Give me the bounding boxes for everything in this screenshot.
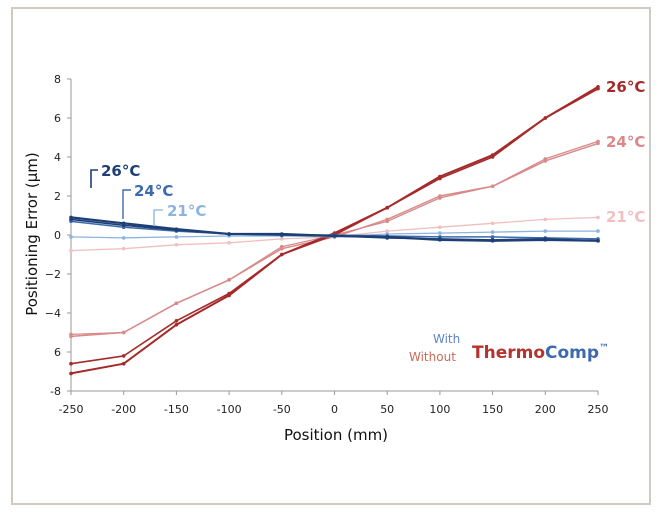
data-point: [543, 217, 548, 222]
data-point: [121, 330, 126, 335]
data-point: [174, 235, 179, 239]
data-point: [438, 225, 442, 229]
data-point: [596, 86, 600, 91]
data-point: [121, 361, 126, 366]
data-point: [174, 322, 179, 327]
data-point: [385, 205, 390, 210]
data-point: [438, 176, 442, 181]
legend: With Without ThermoComp™: [409, 332, 609, 364]
legend-brand-thermo: Thermo: [472, 343, 545, 363]
data-point: [69, 332, 73, 337]
data-point: [596, 215, 600, 220]
data-point: [543, 238, 548, 242]
data-point: [69, 215, 73, 220]
x-axis-label: Position (mm): [284, 426, 388, 444]
y-tick-label: −4: [45, 307, 61, 320]
x-tick-label: -200: [111, 403, 136, 416]
data-point: [280, 232, 284, 236]
data-point: [385, 235, 390, 239]
axes: [67, 78, 599, 395]
legend-with: With: [433, 332, 460, 346]
data-point: [121, 221, 126, 226]
data-point: [490, 221, 495, 226]
data-point: [543, 116, 548, 120]
legend-without: Without: [409, 350, 456, 364]
data-point: [174, 242, 179, 247]
data-point: [490, 230, 495, 234]
data-point: [490, 184, 495, 189]
data-point: [69, 235, 73, 239]
tick-labels: 8 6 4 2 0 −2 −4 6 -8 -250 -200 -150 -100 -50 0 50 100 150…: [45, 73, 609, 416]
x-tick-label: 250: [588, 403, 609, 416]
temp-label-without-26: 26°C: [606, 78, 645, 96]
data-point: [280, 252, 284, 257]
data-point: [69, 371, 73, 376]
temp-label-with-21: 21°C: [167, 202, 206, 220]
y-axis-label: Positioning Error (μm): [23, 152, 41, 316]
x-tick-label: 150: [482, 403, 503, 416]
data-point: [227, 278, 231, 282]
data-point: [121, 236, 126, 240]
y-tick-label: 6: [54, 346, 61, 359]
data-point: [490, 235, 495, 239]
data-point: [438, 238, 442, 242]
data-point: [121, 354, 126, 358]
x-tick-label: -50: [273, 403, 291, 416]
temp-label-with-26: 26°C: [101, 162, 140, 180]
data-point: [385, 229, 390, 233]
data-point: [490, 155, 495, 159]
x-tick-label: 50: [380, 403, 394, 416]
y-tick-label: 2: [54, 190, 61, 203]
y-tick-label: −2: [45, 268, 61, 281]
y-tick-label: -8: [50, 385, 61, 398]
data-point: [174, 301, 179, 306]
legend-brand-tm: ™: [599, 343, 609, 354]
temp-label-group-with: 26°C 24°C 21°C: [90, 162, 206, 226]
data-point: [174, 319, 179, 323]
data-point: [543, 157, 548, 161]
y-tick-label: 8: [54, 73, 61, 86]
data-point: [280, 237, 284, 241]
data-point: [438, 231, 442, 235]
series-lines: [69, 85, 600, 376]
data-point: [385, 219, 390, 224]
x-tick-label: 0: [331, 403, 338, 416]
data-point: [596, 229, 600, 233]
data-point: [332, 234, 337, 238]
data-point: [69, 361, 73, 366]
data-point: [280, 244, 284, 249]
y-tick-label: 0: [54, 229, 61, 242]
data-point: [543, 229, 548, 233]
temp-label-without-21: 21°C: [606, 208, 645, 226]
data-point: [438, 196, 442, 200]
chart-frame: [11, 7, 651, 505]
series-line-without-26C-4: [70, 85, 599, 375]
y-tick-label: 6: [54, 112, 61, 125]
x-tick-label: 100: [429, 403, 450, 416]
data-point: [596, 139, 600, 144]
data-point: [227, 241, 231, 245]
x-tick-label: -100: [217, 403, 242, 416]
x-tick-label: -150: [164, 403, 189, 416]
data-point: [121, 246, 126, 251]
x-tick-label: 200: [535, 403, 556, 416]
x-tick-label: -250: [59, 403, 84, 416]
leader-24-with: [122, 189, 131, 219]
data-point: [490, 239, 495, 243]
temp-label-with-24: 24°C: [134, 182, 173, 200]
leader-26-with: [90, 169, 98, 188]
data-point: [227, 291, 231, 296]
data-point: [69, 248, 73, 253]
data-point: [227, 232, 231, 236]
temp-label-without-24: 24°C: [606, 133, 645, 151]
legend-brand: ThermoComp™: [472, 343, 609, 363]
data-point: [174, 227, 179, 231]
data-point: [596, 239, 600, 243]
leader-21-with: [153, 209, 163, 226]
y-tick-label: 4: [54, 151, 61, 164]
legend-brand-comp: Comp: [545, 343, 599, 363]
